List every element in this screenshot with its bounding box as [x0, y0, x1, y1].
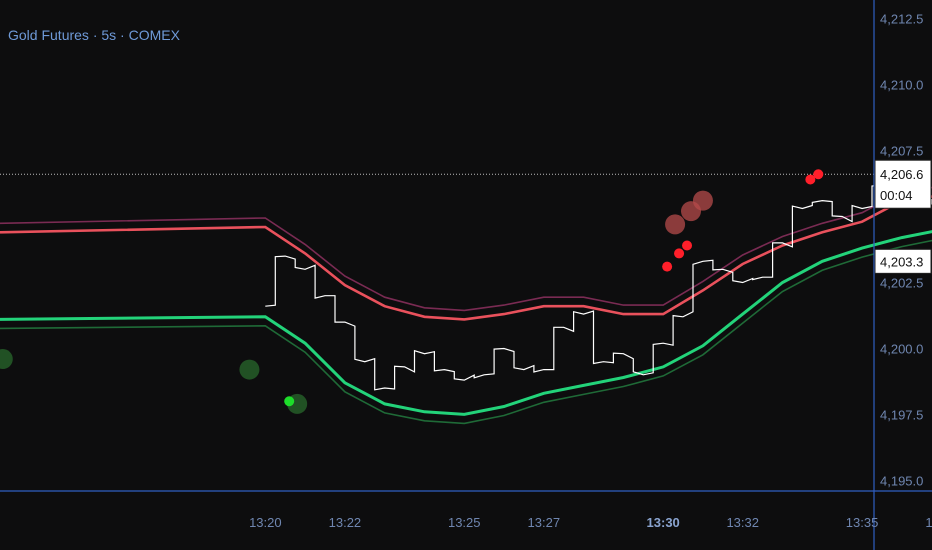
sell-signal: [662, 261, 673, 272]
buy-signal-faded: [239, 359, 260, 380]
y-tick-label: 4,197.5: [880, 407, 923, 422]
current-price-badge: [874, 159, 932, 209]
y-tick-label: 4,200.0: [880, 341, 923, 356]
x-tick-label: 13:22: [329, 515, 362, 530]
y-tick-label: 4,212.5: [880, 11, 923, 26]
current-price-text: 4,206.6: [880, 167, 923, 182]
series-group: [0, 184, 932, 425]
lower-band-line: [0, 230, 932, 416]
sell-signal: [805, 174, 816, 185]
y-tick-label: 4,210.0: [880, 77, 923, 92]
y-tick-label: 4,195.0: [880, 473, 923, 488]
buy-signal-faded: [0, 349, 13, 370]
sell-signal-faded: [665, 214, 686, 235]
sell-signal: [682, 240, 693, 251]
countdown-text: 00:04: [880, 188, 913, 203]
sell-signal-faded: [692, 190, 713, 211]
x-tick-label: 13:20: [249, 515, 282, 530]
x-tick-label: 13:25: [448, 515, 481, 530]
x-tick-label: 13:30: [647, 515, 680, 530]
secondary-price-badge: [874, 248, 932, 274]
x-tick-label: 13:35: [846, 515, 879, 530]
sell-signal: [674, 248, 685, 259]
x-tick-label: 13:37: [925, 515, 932, 530]
y-tick-label: 4,202.5: [880, 275, 923, 290]
secondary-price-text: 4,203.3: [880, 254, 923, 269]
x-tick-label: 13:32: [726, 515, 759, 530]
lower-outer-band: [0, 239, 932, 425]
upper-outer-band: [0, 186, 932, 312]
chart-title: Gold Futures · 5s · COMEX: [8, 27, 180, 43]
y-tick-label: 4,207.5: [880, 143, 923, 158]
buy-signal: [284, 396, 295, 407]
x-tick-label: 13:27: [528, 515, 561, 530]
sell-signal: [813, 169, 824, 180]
